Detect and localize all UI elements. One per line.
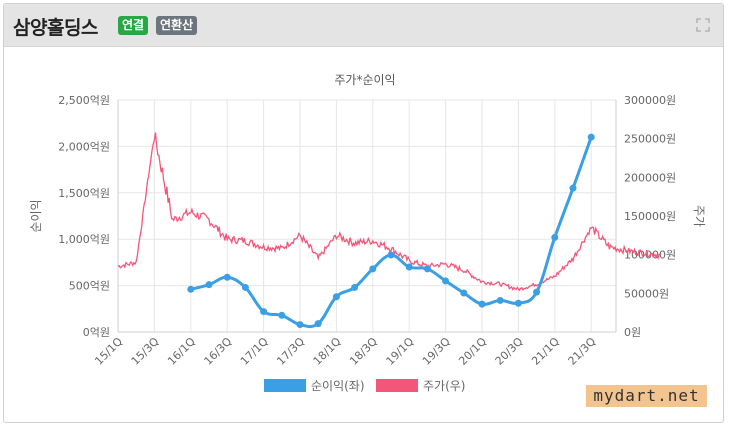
x-tick-label: 15/3Q (129, 335, 162, 368)
left-tick-label: 1,000억원 (58, 233, 110, 246)
company-title: 삼양홀딩스 (13, 17, 98, 39)
right-tick-label: 200000원 (624, 171, 676, 184)
net-income-point[interactable] (514, 299, 522, 307)
x-tick-label: 21/3Q (566, 335, 599, 368)
net-income-series (187, 133, 595, 329)
left-axis-label: 순이익 (29, 199, 43, 232)
net-income-point[interactable] (314, 320, 322, 328)
x-tick-label: 19/3Q (420, 335, 453, 368)
net-income-point[interactable] (332, 293, 340, 301)
legend-label-net-income[interactable]: 순이익(좌) (311, 379, 365, 393)
right-axis-label: 주가 (692, 205, 706, 227)
panel-header: 삼양홀딩스 연결 연환산 (4, 4, 723, 47)
x-tick-label: 17/1Q (238, 335, 271, 368)
x-tick-label: 18/3Q (347, 335, 380, 368)
left-tick-label: 1,500억원 (58, 187, 110, 200)
grid-lines (117, 99, 616, 333)
net-income-point[interactable] (369, 265, 377, 273)
price-line (117, 132, 662, 292)
consolidated-badge[interactable]: 연결 (118, 16, 149, 35)
net-income-point[interactable] (460, 289, 468, 297)
watermark: mydart.net (586, 385, 707, 407)
chart-title: 주가*순이익 (334, 73, 395, 87)
net-income-point[interactable] (205, 281, 213, 289)
right-tick-label: 150000원 (624, 210, 676, 223)
right-tick-label: 0원 (624, 326, 641, 339)
price-series (117, 132, 662, 292)
net-income-point[interactable] (278, 311, 286, 319)
left-tick-label: 2,500억원 (58, 94, 110, 107)
x-tick-label: 16/1Q (165, 335, 198, 368)
legend-swatch-price[interactable] (376, 379, 418, 392)
net-income-point[interactable] (423, 265, 431, 273)
left-tick-label: 2,000억원 (58, 140, 110, 153)
net-income-point[interactable] (296, 321, 304, 329)
right-tick-label: 50000원 (624, 287, 669, 300)
x-tick-label: 15/1Q (92, 335, 125, 368)
net-income-point[interactable] (241, 283, 249, 291)
axes: 0억원 500억원 1,000억원 1,500억원 2,000억원 2,500억원 0원 50… (58, 94, 676, 368)
legend-swatch-net-income[interactable] (264, 379, 306, 392)
net-income-point[interactable] (551, 233, 559, 241)
expand-icon[interactable] (695, 17, 711, 33)
right-tick-label: 300000원 (624, 94, 676, 107)
x-tick-label: 20/3Q (493, 335, 526, 368)
net-income-point[interactable] (569, 184, 577, 192)
legend: 순이익(좌) 주가(우) (264, 379, 465, 393)
net-income-point[interactable] (351, 283, 359, 291)
net-income-point[interactable] (223, 273, 231, 281)
net-income-point[interactable] (587, 133, 595, 141)
net-income-line (190, 136, 593, 329)
net-income-point[interactable] (405, 263, 413, 271)
right-tick-label: 250000원 (624, 133, 676, 146)
net-income-point[interactable] (533, 288, 541, 296)
x-tick-label: 18/1Q (311, 335, 344, 368)
net-income-point[interactable] (442, 277, 450, 285)
annualized-badge[interactable]: 연환산 (156, 16, 198, 35)
x-tick-label: 20/1Q (456, 335, 489, 368)
net-income-point[interactable] (387, 251, 395, 259)
x-tick-label: 21/1Q (529, 335, 562, 368)
net-income-point[interactable] (496, 296, 504, 304)
net-income-point[interactable] (187, 285, 195, 293)
x-tick-label: 16/3Q (202, 335, 235, 368)
net-income-point[interactable] (260, 308, 268, 316)
legend-label-price[interactable]: 주가(우) (423, 379, 465, 393)
net-income-point[interactable] (478, 300, 486, 308)
x-tick-label: 19/1Q (384, 335, 417, 368)
left-tick-label: 0억원 (83, 326, 110, 339)
left-tick-label: 500억원 (69, 280, 110, 293)
x-tick-label: 17/3Q (274, 335, 307, 368)
chart-panel: 삼양홀딩스 연결 연환산 (3, 3, 724, 423)
